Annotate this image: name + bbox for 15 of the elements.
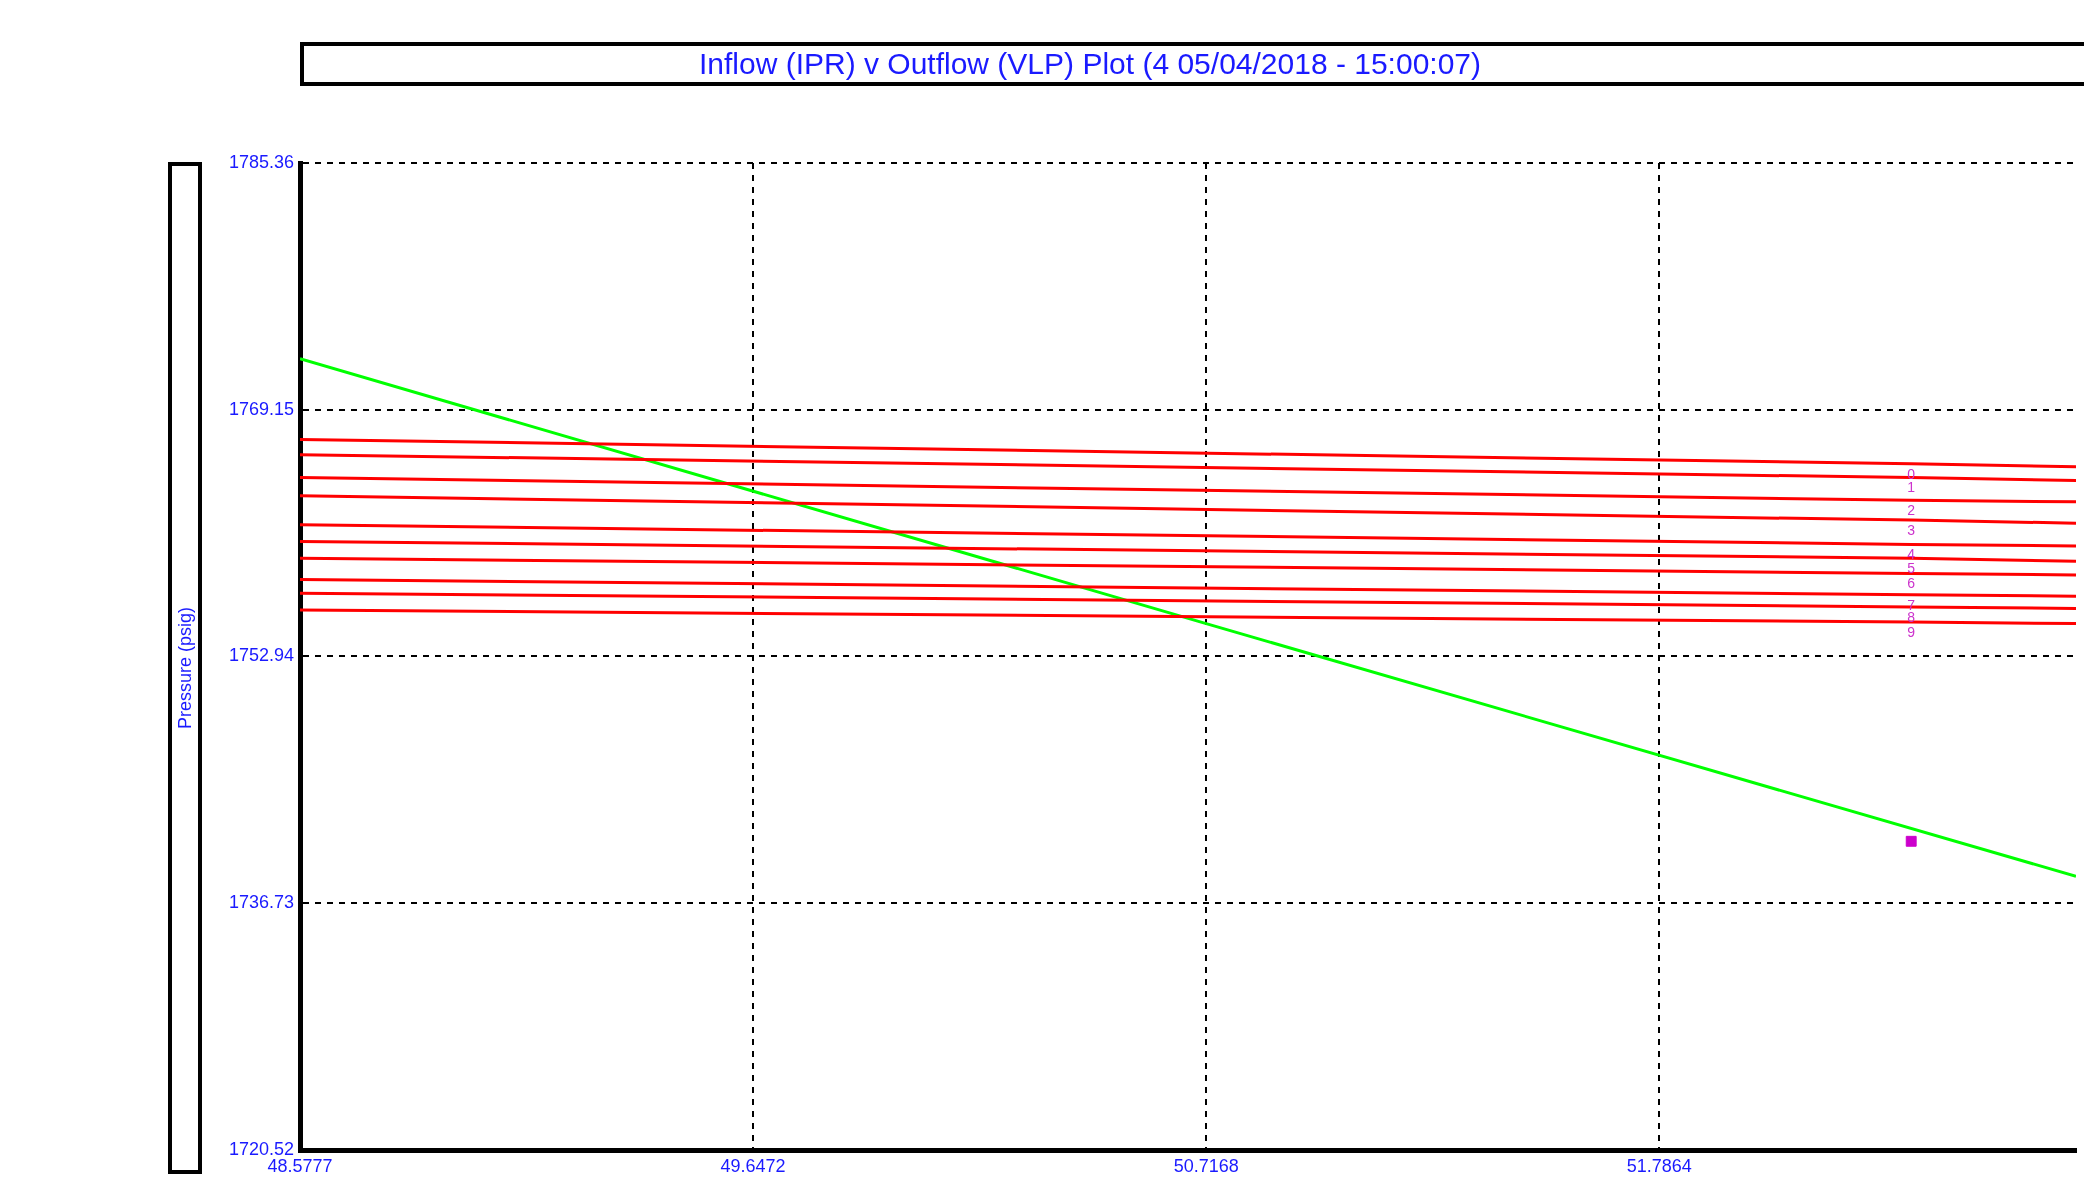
series-label: 1	[1907, 479, 1916, 496]
y-tick-label: 1769.15	[228, 398, 294, 419]
x-tick-label: 50.7168	[1173, 1155, 1239, 1176]
y-tick-label: 1785.36	[228, 151, 294, 172]
series-label: 6	[1907, 575, 1916, 592]
series-label: 3	[1907, 521, 1916, 538]
y-axis-title: Pressure (psig)	[174, 606, 196, 730]
series-label: 5	[1907, 560, 1916, 577]
chart-title: Inflow (IPR) v Outflow (VLP) Plot (4 05/04/2018 - 15:00:07)	[300, 42, 2084, 86]
series-label: 2	[1907, 502, 1916, 519]
x-tick-label: 49.6472	[720, 1155, 786, 1176]
y-tick-label: 1752.94	[228, 645, 294, 666]
x-tick-label: 51.7864	[1626, 1155, 1692, 1176]
y-tick-label: 1736.73	[228, 892, 294, 913]
series-label: 9	[1907, 623, 1916, 640]
